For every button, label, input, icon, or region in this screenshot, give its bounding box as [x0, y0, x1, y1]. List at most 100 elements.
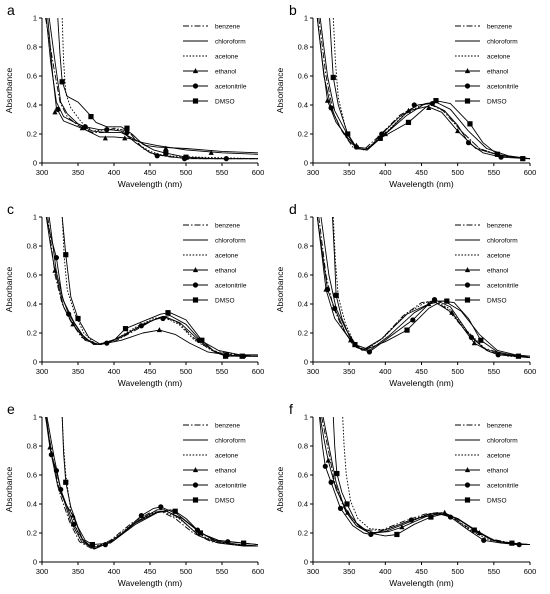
x-tick-label: 400 [108, 367, 121, 376]
legend-label: chloroform [487, 438, 518, 445]
series-line-dmso [61, 217, 258, 357]
legend-label: DMSO [487, 99, 507, 106]
legend-label: ethanol [487, 69, 509, 76]
y-tick-label: 0.4 [27, 101, 37, 110]
panel-label: b [289, 2, 297, 18]
data-point-ethanol [324, 97, 331, 103]
y-tick-label: 0.6 [27, 471, 37, 480]
x-tick-label: 500 [451, 567, 464, 576]
y-tick-label: 0.6 [298, 471, 308, 480]
data-point-ethanol [163, 145, 169, 151]
y-tick-label: 0.8 [298, 43, 308, 52]
y-tick-label: 0.2 [298, 529, 308, 538]
y-tick-label: 0.4 [298, 500, 308, 509]
series-line-benzene [318, 217, 530, 359]
series-line-benzene [318, 18, 530, 160]
data-point-dmso [520, 156, 526, 162]
x-axis-title: Wavelength (nm) [389, 179, 454, 189]
panel-label: c [7, 201, 14, 217]
legend-label: DMSO [215, 498, 235, 505]
data-point-acetonitrile [53, 468, 60, 474]
y-tick-label: 0 [33, 159, 37, 168]
legend-marker-acetonitrile [192, 482, 199, 488]
data-point-ethanol [52, 109, 58, 115]
series-line-acetonitrile [316, 18, 530, 160]
panel-label: a [7, 2, 15, 18]
legend-label: acetonitrile [215, 283, 247, 290]
series-group [316, 217, 530, 359]
legend-marker-ethanol [192, 267, 199, 273]
x-tick-label: 350 [72, 367, 85, 376]
data-point-acetonitrile [66, 311, 72, 317]
x-tick-label: 300 [307, 567, 320, 576]
y-tick-label: 0.6 [27, 72, 37, 81]
y-tick-label: 1 [33, 14, 37, 23]
x-tick-label: 550 [216, 567, 229, 576]
x-tick-label: 500 [180, 168, 193, 177]
legend-marker-dmso [192, 497, 199, 503]
legend-marker-dmso [192, 98, 199, 104]
data-point-acetonitrile [411, 102, 417, 108]
data-point-dmso [165, 310, 171, 316]
series-group [45, 217, 258, 359]
x-tick-label: 350 [72, 567, 85, 576]
data-point-acetonitrile [495, 352, 501, 358]
data-point-acetonitrile [53, 255, 60, 261]
x-tick-label: 550 [216, 367, 229, 376]
data-point-acetonitrile [104, 127, 110, 133]
data-point-dmso [75, 315, 81, 322]
data-point-dmso [163, 150, 169, 156]
y-tick-label: 0.8 [27, 442, 37, 451]
data-point-dmso [89, 542, 95, 548]
series-line-chloroform [319, 18, 530, 160]
legend-marker-ethanol [192, 467, 199, 473]
y-axis-title: Absorbance [4, 467, 14, 513]
data-point-acetonitrile [481, 537, 487, 543]
x-axis-title: Wavelength (nm) [389, 378, 454, 388]
data-point-acetonitrile [431, 297, 438, 303]
series-line-benzene [45, 417, 258, 550]
y-tick-label: 1 [304, 413, 308, 422]
data-point-dmso [223, 353, 229, 359]
x-tick-label: 300 [36, 567, 49, 576]
series-line-benzene [321, 417, 530, 546]
data-point-dmso [428, 514, 434, 520]
series-line-ethanol [319, 417, 530, 546]
y-tick-label: 1 [33, 213, 37, 222]
x-tick-label: 550 [488, 367, 501, 376]
legend-label: acetone [215, 54, 239, 61]
y-tick-label: 0.2 [298, 329, 308, 338]
data-point-dmso [241, 540, 247, 546]
series-line-dmso [332, 417, 530, 546]
data-point-dmso [122, 326, 129, 332]
y-tick-label: 0 [304, 358, 308, 367]
data-point-dmso [183, 154, 189, 160]
data-point-ethanol [426, 104, 432, 110]
y-tick-label: 0 [33, 358, 37, 367]
data-point-dmso [344, 501, 350, 507]
data-point-ethanol [345, 509, 351, 515]
legend-label: chloroform [215, 438, 246, 445]
data-point-ethanol [79, 125, 85, 131]
x-tick-label: 400 [379, 168, 392, 177]
y-tick-label: 1 [33, 413, 37, 422]
data-point-dmso [509, 540, 515, 546]
legend-label: acetone [215, 453, 239, 460]
legend-marker-acetonitrile [464, 482, 471, 488]
data-point-dmso [63, 479, 69, 485]
data-point-dmso [330, 74, 336, 81]
legend-label: acetonitrile [487, 84, 519, 91]
series-line-chloroform [48, 18, 258, 154]
data-point-acetonitrile [160, 315, 166, 322]
legend-label: acetonitrile [215, 84, 247, 91]
data-point-dmso [334, 470, 340, 477]
legend-marker-acetonitrile [192, 282, 199, 288]
legend-label: chloroform [215, 238, 246, 245]
data-point-dmso [404, 327, 410, 333]
x-tick-label: 550 [216, 168, 229, 177]
series-line-acetone [332, 18, 530, 160]
series-line-chloroform [322, 417, 530, 546]
x-tick-label: 500 [180, 367, 193, 376]
data-point-dmso [444, 298, 450, 304]
